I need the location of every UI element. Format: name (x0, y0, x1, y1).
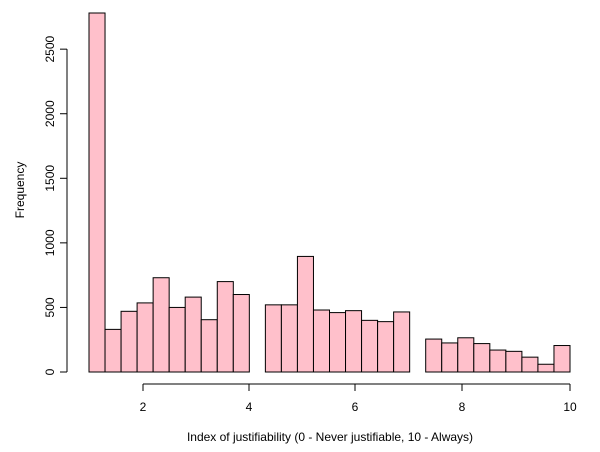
histogram-bar (136, 302, 154, 373)
histogram-bar (184, 296, 202, 373)
histogram-bar (489, 349, 507, 373)
histogram-bar (473, 343, 491, 373)
histogram-bar (104, 328, 122, 373)
y-axis-title: Frequency (13, 162, 27, 219)
histogram-bar (88, 12, 106, 373)
histogram-bar (553, 345, 571, 373)
x-axis: 2 4 6 8 10 (140, 383, 577, 414)
histogram-bar (312, 309, 331, 373)
bars-group (88, 12, 571, 373)
histogram-bar (537, 363, 555, 373)
histogram-bar (152, 277, 170, 373)
histogram-bar (345, 310, 363, 373)
y-axis: 0 500 1000 1500 2000 2500 (43, 35, 68, 375)
x-tick-label: 4 (246, 400, 253, 414)
histogram-bar (505, 350, 523, 373)
y-tick-label: 2500 (43, 35, 57, 62)
histogram-bar (232, 294, 250, 373)
x-axis-title: Index of justifiability (0 - Never justi… (187, 430, 473, 444)
histogram-bar (441, 342, 459, 373)
histogram-bar (393, 311, 411, 373)
y-tick-label: 500 (43, 297, 57, 317)
histogram-bar (377, 321, 395, 373)
x-tick-label: 8 (459, 400, 466, 414)
y-tick-label: 2000 (43, 100, 57, 127)
histogram-bar (120, 310, 138, 373)
histogram-bar (361, 319, 379, 373)
x-tick-label: 2 (140, 400, 147, 414)
histogram-bar (280, 304, 298, 373)
histogram-bar (457, 337, 475, 373)
histogram-bar (200, 319, 218, 373)
x-tick-label: 10 (563, 400, 577, 414)
histogram-bar (329, 312, 347, 373)
histogram-bar (425, 338, 443, 373)
histogram-bar (296, 255, 314, 373)
y-tick-label: 0 (43, 368, 57, 375)
histogram-bar (168, 306, 186, 373)
y-tick-label: 1000 (43, 229, 57, 256)
histogram-bar (216, 281, 234, 373)
x-tick-label: 6 (352, 400, 359, 414)
histogram-bar (264, 304, 282, 373)
histogram-bar (521, 356, 539, 373)
y-tick-label: 1500 (43, 165, 57, 192)
